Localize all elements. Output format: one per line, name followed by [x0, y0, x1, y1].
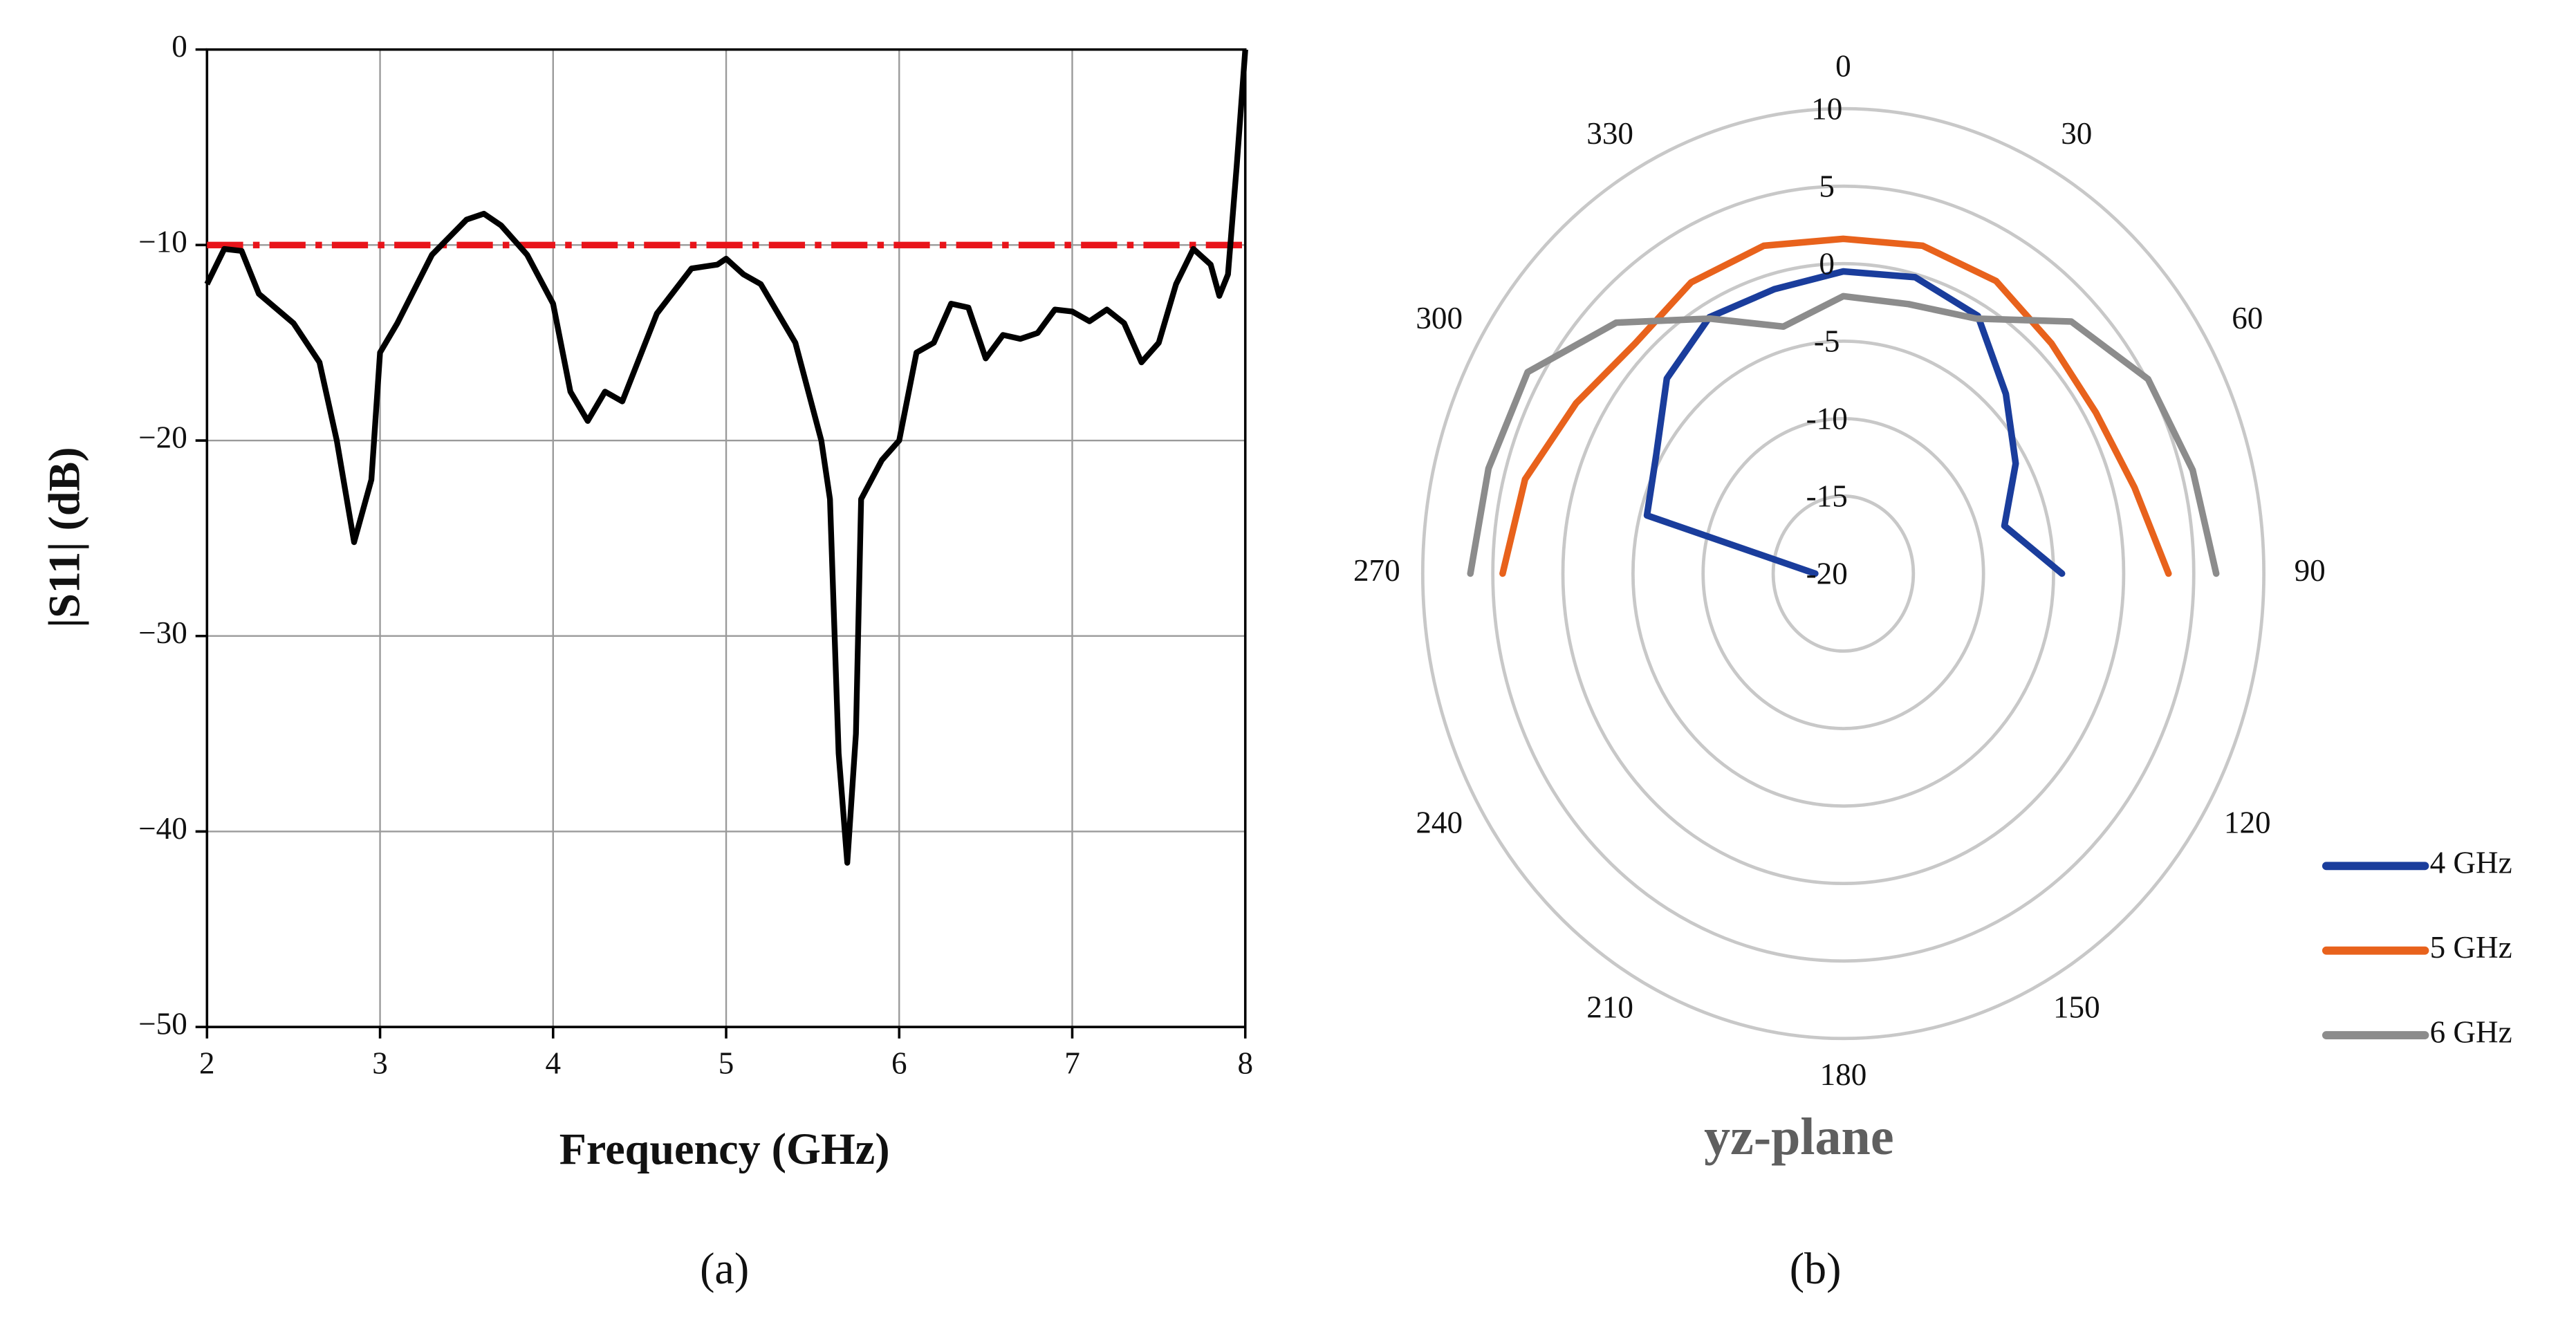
y-tick-label: −40	[138, 811, 187, 846]
r-tick-label: -10	[1806, 401, 1848, 436]
angle-label: 90	[2295, 553, 2326, 588]
y-tick-label: 0	[172, 29, 187, 64]
grid-ring	[1561, 261, 2126, 886]
x-tick-label: 6	[891, 1046, 907, 1081]
caption: (a)	[700, 1244, 749, 1293]
y-axis-label: |S11| (dB)	[39, 447, 89, 628]
angle-label: 210	[1586, 990, 1633, 1024]
angle-label: 270	[1353, 553, 1400, 588]
x-axis-label: Frequency (GHz)	[559, 1124, 890, 1173]
r-tick-label: 5	[1819, 169, 1835, 203]
grid-ring	[1771, 494, 1916, 653]
x-tick-label: 2	[199, 1046, 215, 1081]
r-tick-label: -20	[1806, 557, 1848, 591]
legend-label: 6 GHz	[2430, 1014, 2512, 1049]
plot-frame	[205, 48, 1247, 1028]
y-tick-label: −10	[138, 225, 187, 259]
angle-label: 120	[2224, 805, 2271, 839]
angle-label: 0	[1835, 49, 1851, 84]
data-line	[1499, 235, 2172, 577]
grid-ring	[1701, 416, 1985, 730]
grid-ring	[1491, 184, 2196, 963]
x-tick-label: 3	[372, 1046, 388, 1081]
x-tick-label: 4	[546, 1046, 562, 1081]
x-tick-label: 7	[1064, 1046, 1080, 1081]
angle-label: 180	[1820, 1057, 1867, 1092]
r-tick-label: 0	[1819, 246, 1835, 281]
y-tick-label: −50	[138, 1007, 187, 1041]
legend-label: 4 GHz	[2430, 846, 2512, 880]
x-tick-label: 8	[1237, 1046, 1253, 1081]
r-tick-label: 10	[1811, 91, 1842, 126]
chart-title: yz-plane	[1704, 1108, 1893, 1166]
angle-label: 330	[1586, 116, 1633, 151]
y-tick-label: −20	[138, 420, 187, 454]
caption: (b)	[1790, 1244, 1842, 1293]
y-tick-label: −30	[138, 615, 187, 650]
x-tick-label: 5	[719, 1046, 734, 1081]
angle-label: 60	[2232, 301, 2263, 335]
r-tick-label: -15	[1806, 479, 1848, 514]
grid-ring	[1420, 106, 2266, 1041]
angle-label: 30	[2061, 116, 2092, 151]
data-line	[1643, 268, 2066, 577]
grid-ring	[1631, 339, 2055, 808]
angle-label: 240	[1416, 805, 1463, 839]
data-line	[1467, 293, 2220, 577]
data-line	[204, 49, 1248, 866]
legend-label: 5 GHz	[2430, 930, 2512, 965]
r-tick-label: -5	[1814, 324, 1840, 358]
angle-label: 300	[1416, 301, 1463, 335]
angle-label: 150	[2053, 990, 2100, 1024]
